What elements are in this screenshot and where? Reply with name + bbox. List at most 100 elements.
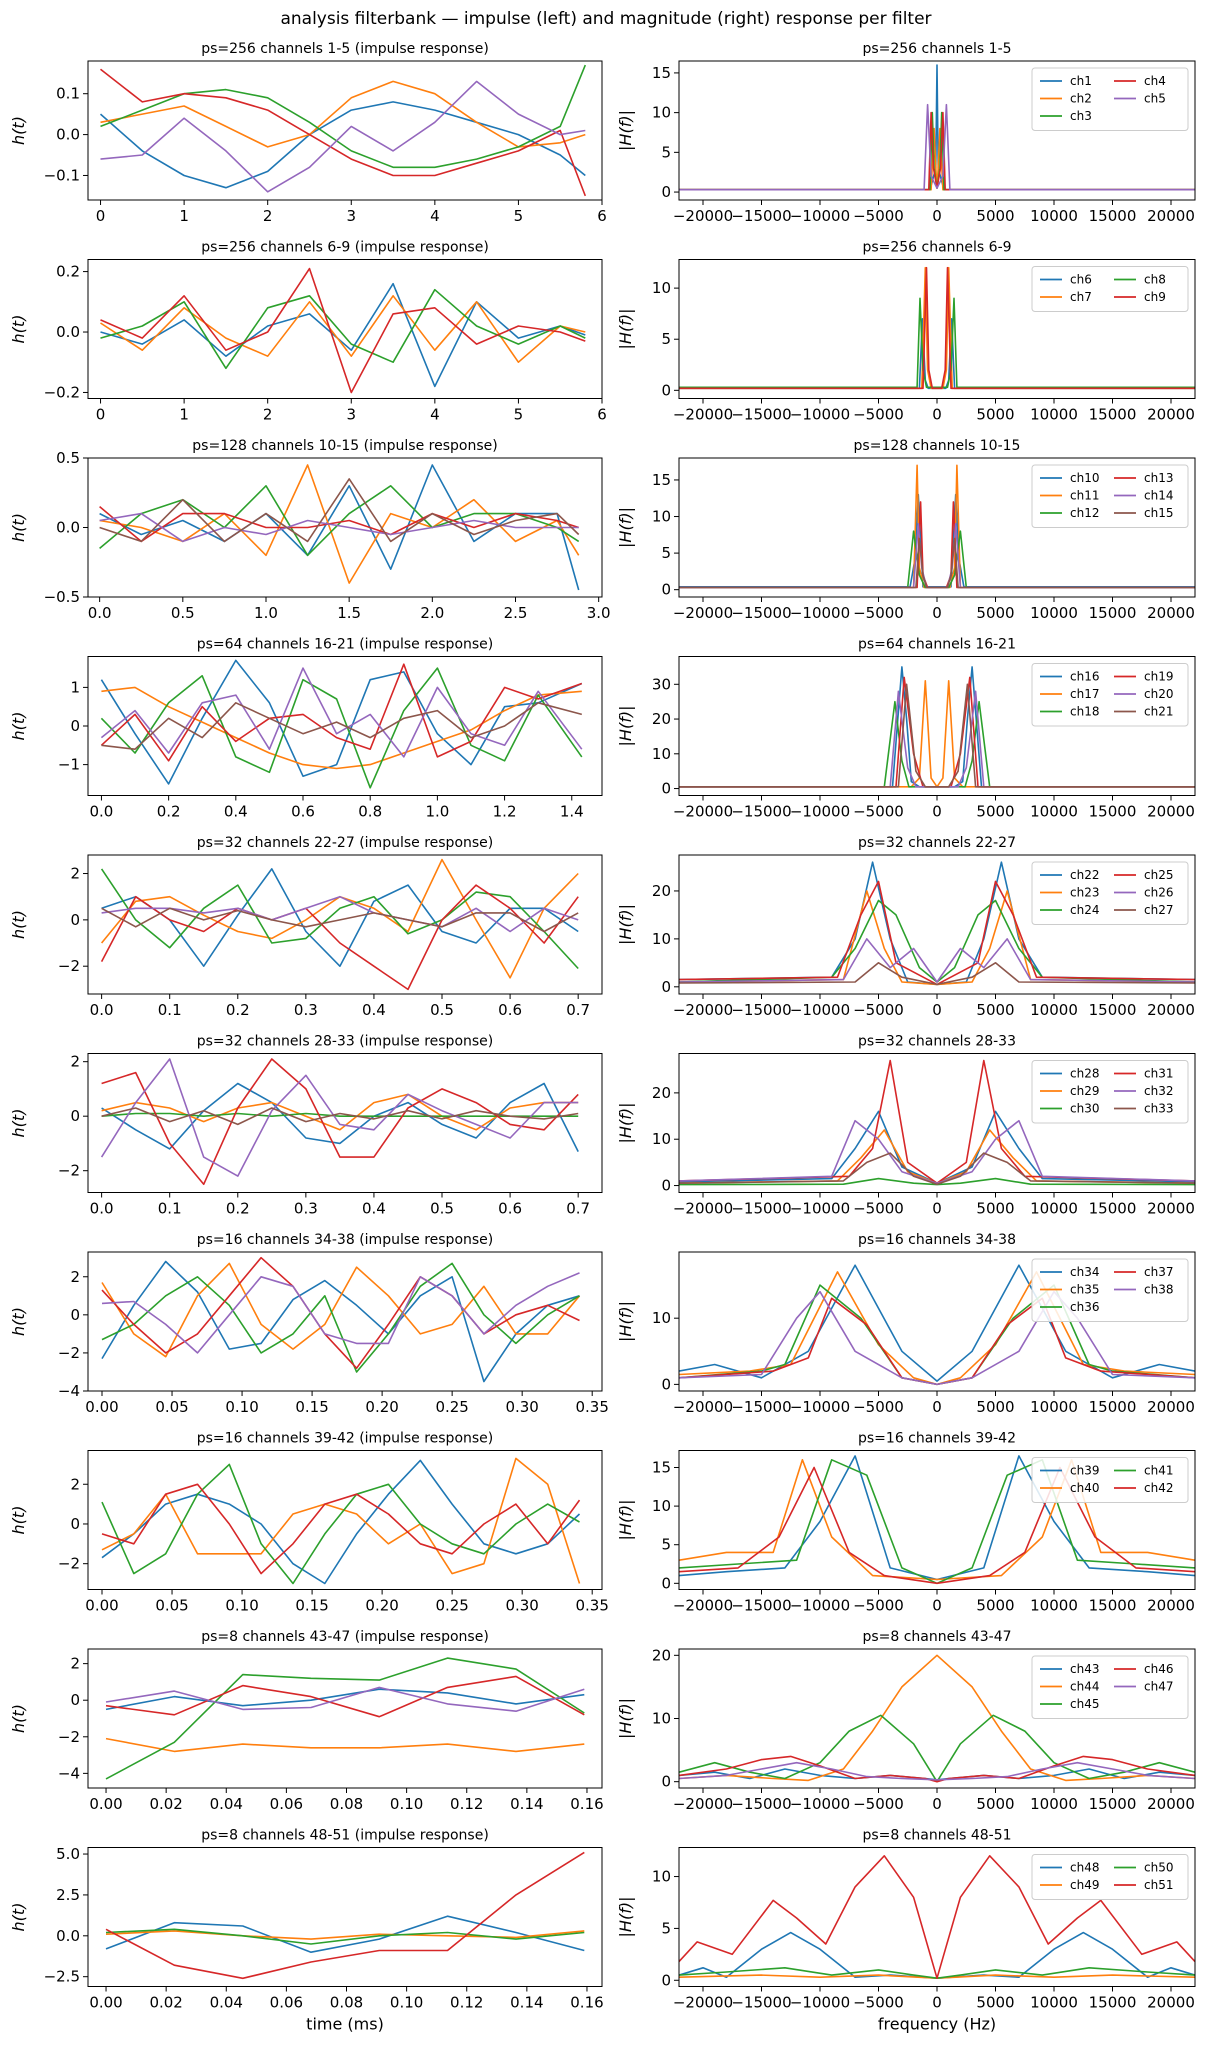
- legend-entry: ch12: [1070, 506, 1099, 520]
- y-tick-label: −1: [58, 756, 80, 774]
- x-tick-label: 0.6: [498, 1200, 522, 1218]
- y-axis-label: h(t): [9, 116, 28, 145]
- chart-title: ps=32 channels 22-27: [858, 835, 1016, 851]
- x-tick-label: 5000: [976, 1795, 1014, 1813]
- x-tick-label: 5000: [976, 1001, 1014, 1019]
- series-line-ch9: [679, 266, 1195, 390]
- x-tick-label: 10000: [1030, 406, 1078, 424]
- x-tick-label: 0: [932, 1994, 942, 2012]
- y-axis-label: h(t): [9, 1109, 28, 1138]
- x-tick-label: 0: [932, 604, 942, 622]
- series-line-1: [101, 1260, 580, 1383]
- legend-entry: ch15: [1144, 506, 1173, 520]
- y-tick-label: 10: [652, 508, 671, 526]
- x-tick-label: 0.2: [157, 803, 181, 821]
- series-line-ch51: [679, 1855, 1195, 1979]
- x-tick-label: 1: [179, 406, 189, 424]
- y-tick-label: −2.5: [44, 1968, 80, 1986]
- x-tick-label: −20000: [673, 207, 733, 225]
- y-tick-label: 0: [70, 1306, 80, 1324]
- x-tick-label: 0.2: [226, 1200, 250, 1218]
- x-tick-label: 0.30: [505, 1597, 538, 1615]
- x-tick-label: 0.30: [505, 1398, 538, 1416]
- x-tick-label: −5000: [853, 604, 904, 622]
- y-tick-label: 5.0: [56, 1845, 80, 1863]
- legend-entry: ch1: [1070, 74, 1092, 88]
- y-axis-label: |H(f)|: [616, 1500, 635, 1541]
- x-tick-label: −5000: [853, 1398, 904, 1416]
- x-tick-label: 10000: [1030, 803, 1078, 821]
- x-tick-label: −5000: [853, 207, 904, 225]
- legend: ch22 ch23 ch24 ch25 ch26 ch27: [1031, 861, 1189, 925]
- series-line-ch8: [679, 297, 1195, 389]
- x-tick-label: −20000: [673, 604, 733, 622]
- y-tick-label: 1: [70, 678, 80, 696]
- axes-frame: [87, 1847, 603, 1987]
- legend-entry: ch49: [1070, 1878, 1099, 1892]
- chart-5: ps=128 channels 10-15 (impulse response)…: [9, 438, 611, 622]
- x-tick-label: −15000: [731, 1398, 791, 1416]
- chart-title: ps=16 channels 34-38 (impulse response): [197, 1232, 494, 1248]
- y-tick-label: 2: [70, 1268, 80, 1286]
- y-tick-label: −2: [58, 957, 80, 975]
- legend-entry: ch19: [1144, 670, 1173, 684]
- y-tick-label: 5: [661, 1919, 671, 1937]
- series-line-ch15: [679, 537, 1195, 589]
- y-tick-label: 5: [661, 1536, 671, 1554]
- x-tick-label: 10000: [1030, 1398, 1078, 1416]
- chart-7: ps=64 channels 16-21 (impulse response) 0…: [9, 637, 603, 821]
- x-tick-label: 1.0: [425, 803, 449, 821]
- legend-entry: ch24: [1070, 903, 1099, 917]
- x-tick-label: 0.06: [270, 1994, 303, 2012]
- x-tick-label: −20000: [673, 1795, 733, 1813]
- y-axis-label: h(t): [9, 910, 28, 939]
- y-tick-label: −4: [58, 1382, 80, 1400]
- chart-20: ps=8 channels 48-51 −20000−15000−10000 −50…: [616, 1828, 1196, 2034]
- y-tick-label: 0.2: [56, 263, 80, 281]
- chart-title: ps=8 channels 48-51: [862, 1828, 1011, 1844]
- x-tick-label: 5000: [976, 803, 1014, 821]
- series-line-4: [101, 1058, 579, 1186]
- legend-entry: ch11: [1070, 489, 1099, 503]
- series-line-ch21: [679, 683, 1195, 788]
- legend-entry: ch20: [1144, 687, 1173, 701]
- x-tick-label: −15000: [731, 406, 791, 424]
- series-line-2: [105, 1930, 585, 1940]
- x-tick-label: 15000: [1089, 1795, 1137, 1813]
- x-tick-label: 10000: [1030, 1001, 1078, 1019]
- y-tick-label: 5: [661, 143, 671, 161]
- x-tick-label: 5: [514, 406, 524, 424]
- x-tick-label: 20000: [1147, 1200, 1195, 1218]
- x-tick-label: 1.4: [560, 803, 584, 821]
- series-line-2: [100, 294, 586, 364]
- legend-box: [1031, 464, 1189, 528]
- legend-entry: ch41: [1144, 1464, 1173, 1478]
- x-tick-label: 0.4: [362, 1200, 386, 1218]
- series-line-1: [105, 1915, 585, 1953]
- chart-1: ps=256 channels 1-5 (impulse response) 0 1…: [9, 41, 607, 225]
- legend-entry: ch48: [1070, 1861, 1099, 1875]
- x-tick-label: −15000: [731, 604, 791, 622]
- chart-15: ps=16 channels 39-42 (impulse response) 0…: [9, 1431, 609, 1615]
- legend-entry: ch8: [1144, 273, 1166, 287]
- x-tick-label: 10000: [1030, 1994, 1078, 2012]
- x-tick-label: 15000: [1089, 1398, 1137, 1416]
- x-tick-label: 0.35: [575, 1398, 608, 1416]
- series-line-ch32: [679, 1119, 1195, 1184]
- x-tick-label: −20000: [673, 803, 733, 821]
- y-tick-label: 0.0: [56, 323, 80, 341]
- x-tick-label: 4: [430, 207, 440, 225]
- chart-11: ps=32 channels 28-33 (impulse response) 0…: [9, 1034, 603, 1218]
- x-tick-label: 6: [597, 207, 607, 225]
- series-line-6: [101, 1107, 579, 1126]
- x-tick-label: 20000: [1147, 406, 1195, 424]
- x-axis-label: frequency (Hz): [878, 2015, 996, 2034]
- chart-6: ps=128 channels 10-15 −20000−15000−10000−…: [616, 438, 1196, 622]
- y-tick-label: 0: [661, 1773, 671, 1791]
- x-tick-label: 0.10: [225, 1398, 258, 1416]
- chart-19: ps=8 channels 48-51 (impulse response) 0.…: [9, 1828, 604, 2034]
- series-line-4: [100, 68, 587, 197]
- x-tick-label: −10000: [790, 604, 850, 622]
